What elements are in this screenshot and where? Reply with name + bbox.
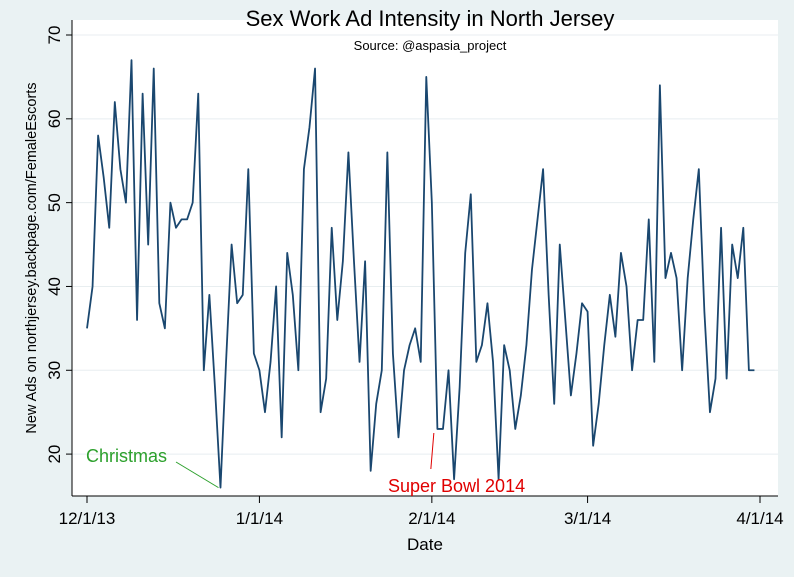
- y-tick-label: 60: [45, 109, 64, 128]
- chart-subtitle: Source: @aspasia_project: [354, 38, 507, 53]
- x-axis-title: Date: [407, 535, 443, 554]
- christmas-leader-line: [175, 461, 219, 489]
- gridlines: [72, 34, 778, 455]
- x-ticks: 12/1/13 1/1/14 2/1/14 3/1/14 4/1/14: [59, 496, 784, 528]
- x-tick-label: 1/1/14: [236, 509, 283, 528]
- x-tick-label: 12/1/13: [59, 509, 116, 528]
- y-ticks: 20 30 40 50 60 70: [45, 26, 72, 464]
- christmas-annotation: Christmas: [86, 446, 167, 466]
- y-tick-label: 30: [45, 361, 64, 380]
- series-line: [86, 59, 755, 489]
- chart-title: Sex Work Ad Intensity in North Jersey: [246, 6, 615, 31]
- x-tick-label: 2/1/14: [408, 509, 455, 528]
- y-tick-label: 70: [45, 26, 64, 45]
- annotations: Christmas Super Bowl 2014: [86, 432, 525, 496]
- y-tick-label: 20: [45, 445, 64, 464]
- super-bowl-annotation: Super Bowl 2014: [388, 476, 525, 496]
- x-tick-label: 3/1/14: [564, 509, 611, 528]
- y-axis-title: New Ads on northjersey.backpage.com/Fema…: [24, 82, 40, 433]
- y-tick-label: 50: [45, 193, 64, 212]
- y-tick-label: 40: [45, 277, 64, 296]
- super-bowl-leader-line: [430, 432, 435, 470]
- x-tick-label: 4/1/14: [736, 509, 783, 528]
